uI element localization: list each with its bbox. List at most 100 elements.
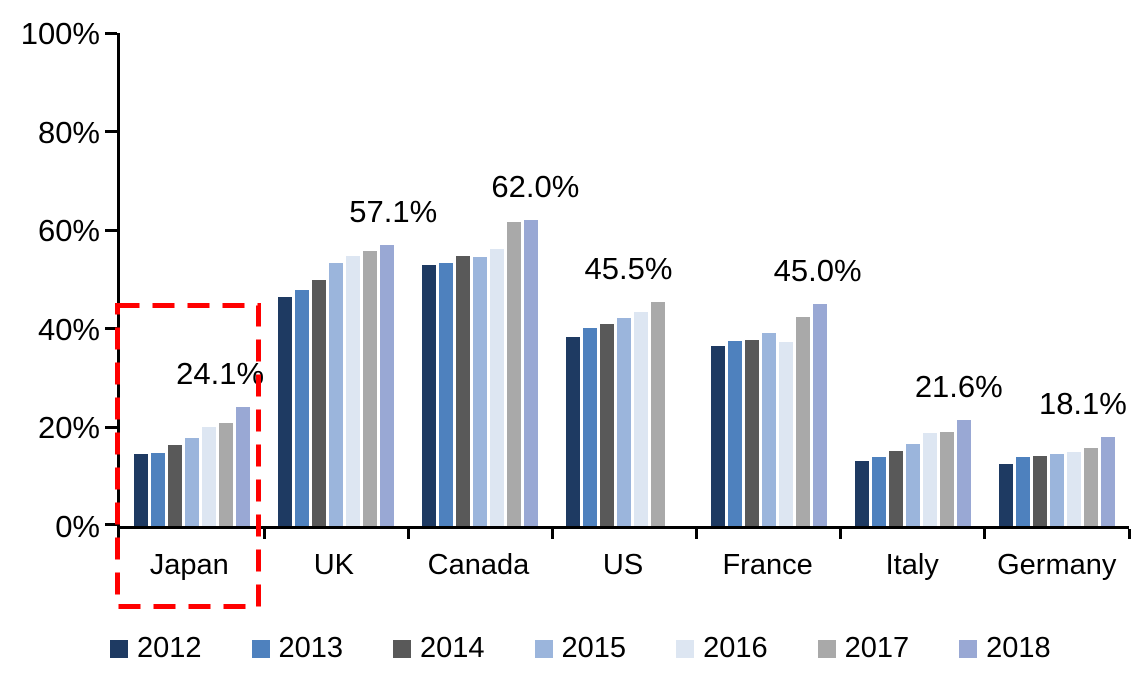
x-axis-label-japan: Japan <box>149 549 229 581</box>
bar-uk-2012 <box>278 297 293 526</box>
y-axis-tick-label: 40% <box>37 311 100 347</box>
data-label-japan: 24.1% <box>176 356 265 392</box>
x-axis-label-canada: Canada <box>427 549 530 581</box>
x-axis-tick <box>695 529 699 539</box>
plot-area: 24.1% 57.1% 62.0% 45.5% 45.0% 21.6% 18.1% <box>105 31 1131 539</box>
x-axis-tick <box>1127 529 1131 539</box>
y-axis-tick <box>105 130 117 134</box>
bar-group-us: 45.5% <box>552 33 696 526</box>
legend-swatch-icon <box>959 639 978 658</box>
bar-germany-2016 <box>1066 451 1081 526</box>
bar-japan-2015 <box>185 437 200 526</box>
y-axis-tick-label: 60% <box>37 213 100 249</box>
x-axis-tick <box>117 529 120 539</box>
bar-groups: 24.1% 57.1% 62.0% 45.5% 45.0% 21.6% 18.1% <box>120 33 1129 526</box>
bar-germany-2012 <box>998 464 1013 526</box>
data-label-us: 45.5% <box>584 250 673 286</box>
x-axis-label-france: France <box>722 549 813 581</box>
legend-item-2014: 2014 <box>393 634 485 663</box>
bar-italy-2015 <box>905 443 920 526</box>
legend-label: 2016 <box>703 632 768 664</box>
bar-group-japan: 24.1% <box>120 33 264 526</box>
x-axis-tick <box>839 529 843 539</box>
bar-uk-2014 <box>312 279 327 526</box>
bar-us-2016 <box>634 311 649 526</box>
y-axis-tick <box>105 327 117 331</box>
bar-italy-2017 <box>939 432 954 526</box>
bar-canada-2015 <box>473 256 488 526</box>
bar-group-italy: 21.6% <box>841 33 1003 526</box>
bar-france-2012 <box>710 346 725 526</box>
bar-uk-2017 <box>363 250 378 526</box>
legend-label: 2017 <box>844 632 910 664</box>
legend-label: 2018 <box>986 632 1051 664</box>
x-axis-tick <box>983 529 987 539</box>
bar-canada-2012 <box>422 264 437 526</box>
legend-item-2018: 2018 <box>959 634 1051 663</box>
x-axis-label-italy: Italy <box>885 549 939 581</box>
bar-uk-2013 <box>295 289 310 526</box>
bar-france-2017 <box>795 317 810 526</box>
bar-italy-2012 <box>854 460 869 526</box>
bar-germany-2017 <box>1083 448 1098 526</box>
legend-item-2013: 2013 <box>251 632 344 664</box>
legend-swatch-icon <box>110 639 128 658</box>
bar-uk-2015 <box>329 263 344 526</box>
x-axis-labels: Japan UK Canada US France Italy Germany <box>117 548 1129 582</box>
bar-france-2014 <box>744 339 759 526</box>
y-axis-tick-label: 100% <box>20 16 100 51</box>
legend-label: 2015 <box>561 632 627 664</box>
bar-group-uk: 57.1% <box>264 33 437 526</box>
bar-us-2014 <box>600 323 615 526</box>
chart-legend: 2012 2013 2014 2015 2016 2017 2018 <box>110 634 1051 663</box>
legend-swatch-icon <box>676 639 695 658</box>
legend-item-2015: 2015 <box>534 632 627 664</box>
x-axis-label-us: US <box>602 549 644 581</box>
legend-label: 2013 <box>278 632 344 664</box>
bar-uk-2016 <box>346 256 361 526</box>
bar-canada-2018 <box>524 220 539 526</box>
bar-us-2015 <box>617 317 632 526</box>
bar-us-2017 <box>651 301 666 526</box>
legend-label: 2012 <box>137 632 202 664</box>
y-axis-tick <box>105 31 117 35</box>
y-axis-tick-label: 0% <box>55 509 100 544</box>
data-label-canada: 62.0% <box>491 169 580 205</box>
bar-italy-2016 <box>922 433 937 526</box>
bar-italy-2018 <box>956 419 971 526</box>
bar-italy-2014 <box>888 451 903 526</box>
data-label-germany: 18.1% <box>1038 385 1127 421</box>
bar-canada-2013 <box>439 262 454 526</box>
bar-japan-2016 <box>202 427 217 526</box>
y-axis-tick <box>105 425 117 429</box>
data-label-uk: 57.1% <box>349 193 438 229</box>
y-axis-tick-label: 80% <box>37 114 100 150</box>
bar-france-2015 <box>761 332 776 526</box>
x-axis-tick <box>406 529 410 539</box>
bar-japan-2018 <box>236 407 251 526</box>
x-axis-label-germany: Germany <box>997 549 1117 581</box>
bar-canada-2014 <box>456 255 471 526</box>
x-axis-tick <box>262 529 266 539</box>
bar-japan-2017 <box>219 422 234 526</box>
y-axis-tick-label: 20% <box>37 410 100 446</box>
legend-item-2012: 2012 <box>110 634 202 663</box>
bar-uk-2018 <box>380 244 395 526</box>
bar-japan-2013 <box>151 452 166 526</box>
x-axis-label-uk: UK <box>313 549 355 581</box>
bar-group-germany: 18.1% <box>985 33 1129 526</box>
bar-japan-2014 <box>168 444 183 526</box>
bar-canada-2017 <box>507 221 522 526</box>
bar-germany-2014 <box>1032 455 1047 526</box>
bar-france-2016 <box>778 342 793 526</box>
legend-swatch-icon <box>534 639 553 658</box>
y-axis-tick <box>105 523 117 526</box>
legend-swatch-icon <box>251 639 270 658</box>
legend-label: 2014 <box>420 632 485 664</box>
bar-france-2018 <box>812 304 827 526</box>
bar-germany-2013 <box>1015 457 1030 526</box>
data-label-france: 45.0% <box>773 253 862 289</box>
bar-germany-2015 <box>1049 453 1064 526</box>
bar-france-2013 <box>727 340 742 526</box>
